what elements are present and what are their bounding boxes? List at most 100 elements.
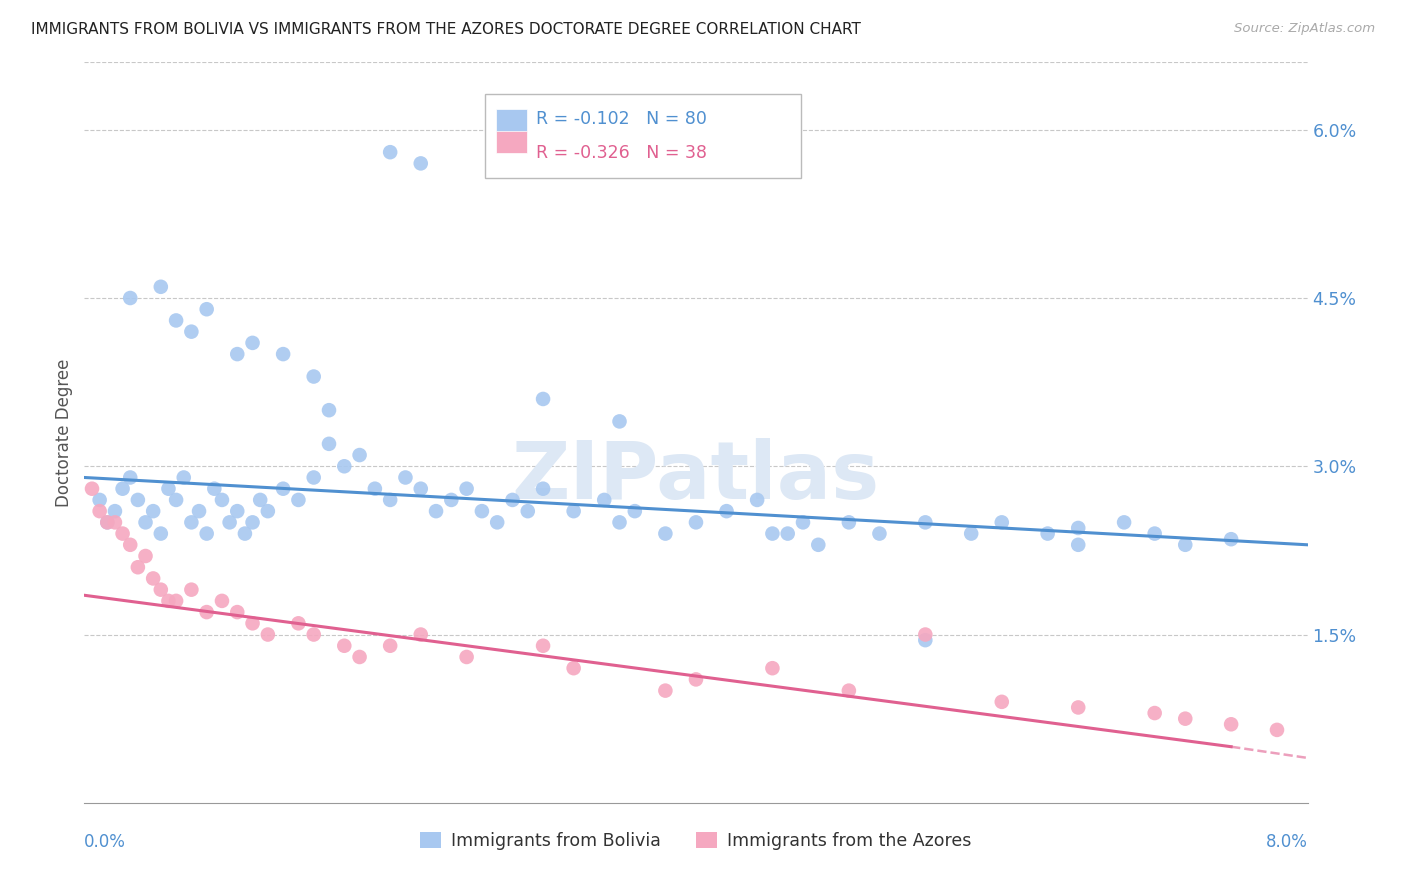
Point <box>1174 712 1197 726</box>
Point <box>104 504 127 518</box>
Point <box>287 616 309 631</box>
Point <box>165 492 187 507</box>
Point <box>531 639 554 653</box>
Point <box>960 526 983 541</box>
Point <box>761 526 783 541</box>
Point <box>349 650 371 665</box>
Text: 8.0%: 8.0% <box>1265 833 1308 851</box>
Point <box>914 627 936 641</box>
Point <box>609 516 631 530</box>
Point <box>838 683 860 698</box>
Point <box>149 582 172 597</box>
Text: R = -0.326   N = 38: R = -0.326 N = 38 <box>536 144 707 161</box>
Point <box>180 582 202 597</box>
Point <box>409 482 432 496</box>
Point <box>349 448 371 462</box>
Point <box>1143 706 1166 720</box>
Point <box>531 482 554 496</box>
Point <box>202 482 225 496</box>
Point <box>226 504 249 518</box>
Point <box>516 504 538 518</box>
Text: 0.0%: 0.0% <box>84 833 127 851</box>
Point <box>562 661 585 675</box>
Point <box>1036 526 1059 541</box>
Point <box>914 516 936 530</box>
Point <box>685 516 707 530</box>
Point <box>609 414 631 428</box>
Point <box>104 516 127 530</box>
Point <box>1067 521 1090 535</box>
Point <box>226 605 249 619</box>
Point <box>380 492 402 507</box>
Point <box>89 492 111 507</box>
Point <box>1114 516 1136 530</box>
Point <box>471 504 494 518</box>
Point <box>195 605 218 619</box>
Point <box>792 516 814 530</box>
Point <box>747 492 769 507</box>
Point <box>135 516 157 530</box>
Point <box>127 560 149 574</box>
Point <box>257 627 280 641</box>
Point <box>531 392 554 406</box>
Point <box>226 347 249 361</box>
Point <box>211 492 233 507</box>
Text: R = -0.102   N = 80: R = -0.102 N = 80 <box>536 110 707 128</box>
Point <box>654 683 676 698</box>
Point <box>302 470 325 484</box>
Point <box>1265 723 1288 737</box>
Point <box>142 504 165 518</box>
Point <box>142 571 165 585</box>
Point <box>89 504 111 518</box>
Point <box>218 516 240 530</box>
Point <box>195 526 218 541</box>
Point <box>776 526 799 541</box>
Point <box>394 470 416 484</box>
Point <box>180 325 202 339</box>
Point <box>188 504 211 518</box>
Point <box>440 492 463 507</box>
Point <box>1220 717 1243 731</box>
Point <box>242 335 264 350</box>
Point <box>1067 700 1090 714</box>
Point <box>838 516 860 530</box>
Point <box>914 633 936 648</box>
Point <box>425 504 447 518</box>
Point <box>271 347 294 361</box>
Point <box>409 627 432 641</box>
Point <box>991 695 1014 709</box>
Point <box>456 650 478 665</box>
Point <box>502 492 524 507</box>
Point <box>157 482 180 496</box>
Point <box>111 482 134 496</box>
Point <box>242 516 264 530</box>
Point <box>333 459 356 474</box>
Point <box>761 661 783 675</box>
Point <box>991 516 1014 530</box>
Point <box>195 302 218 317</box>
Point <box>157 594 180 608</box>
Y-axis label: Doctorate Degree: Doctorate Degree <box>55 359 73 507</box>
Text: ZIPatlas: ZIPatlas <box>512 438 880 516</box>
Point <box>1174 538 1197 552</box>
Point <box>318 403 340 417</box>
Text: Source: ZipAtlas.com: Source: ZipAtlas.com <box>1234 22 1375 36</box>
Point <box>1220 532 1243 546</box>
Point <box>333 639 356 653</box>
Point <box>287 492 309 507</box>
Point <box>120 470 142 484</box>
Legend: Immigrants from Bolivia, Immigrants from the Azores: Immigrants from Bolivia, Immigrants from… <box>413 825 979 857</box>
Point <box>486 516 509 530</box>
Point <box>318 437 340 451</box>
Point <box>624 504 647 518</box>
Point <box>96 516 118 530</box>
Point <box>271 482 294 496</box>
Point <box>135 549 157 563</box>
Point <box>165 313 187 327</box>
Point <box>173 470 195 484</box>
Point <box>80 482 103 496</box>
Point <box>364 482 387 496</box>
Point <box>380 145 402 160</box>
Point <box>127 492 149 507</box>
Point <box>242 616 264 631</box>
